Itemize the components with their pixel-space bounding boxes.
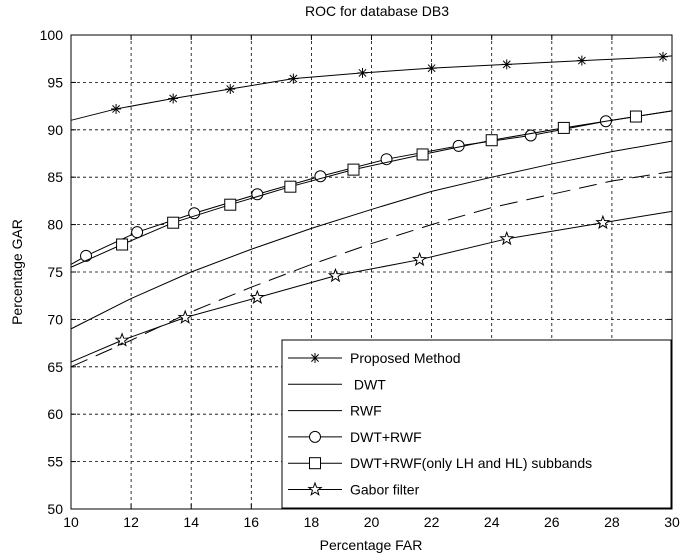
- legend-label: Gabor filter: [350, 482, 420, 498]
- legend-entry: RWF: [288, 403, 382, 419]
- y-tick-label: 85: [47, 169, 63, 185]
- series-3: [70, 171, 673, 368]
- asterisk-marker: [501, 59, 512, 70]
- x-tick-label: 10: [63, 514, 79, 530]
- square-marker: [629, 110, 642, 123]
- y-tick-label: 100: [40, 27, 64, 43]
- asterisk-marker: [357, 67, 368, 78]
- asterisk-marker: [310, 353, 320, 363]
- square-marker: [284, 180, 297, 193]
- y-tick-label: 60: [47, 406, 63, 422]
- star-marker: [412, 251, 428, 267]
- legend-label: RWF: [350, 403, 382, 419]
- asterisk-marker: [576, 55, 587, 66]
- y-tick-label: 95: [47, 74, 63, 90]
- x-tick-label: 30: [664, 514, 680, 530]
- legend-entry: DWT+RWF: [288, 429, 422, 445]
- y-tick-label: 50: [47, 501, 63, 517]
- x-tick-label: 26: [544, 514, 560, 530]
- legend-label: DWT+RWF(only LH and HL) subbands: [350, 455, 592, 471]
- star-marker: [499, 230, 515, 246]
- y-tick-label: 55: [47, 454, 63, 470]
- y-tick-label: 70: [47, 311, 63, 327]
- x-tick-label: 12: [123, 514, 139, 530]
- x-tick-label: 22: [424, 514, 440, 530]
- star-marker: [177, 309, 193, 324]
- legend-entry: Proposed Method: [288, 350, 461, 366]
- y-tick-label: 80: [47, 217, 63, 233]
- legend-label: DWT+RWF: [350, 429, 422, 445]
- asterisk-marker: [657, 51, 668, 62]
- legend-box: [281, 339, 672, 509]
- legend-entry: DWT: [288, 376, 386, 392]
- y-tick-label: 90: [47, 122, 63, 138]
- asterisk-marker: [426, 63, 437, 74]
- y-tick-label: 75: [47, 264, 63, 280]
- axis-ticks: 10 12 14 16 18 20 22 24 26 28 30 50 55 60 65 70 75 80 85 90…: [40, 27, 680, 530]
- series-group: [70, 51, 673, 368]
- circle-marker: [524, 129, 537, 142]
- series-2: [70, 140, 673, 330]
- star-marker: [307, 481, 323, 496]
- square-marker: [309, 457, 321, 470]
- star-marker: [114, 332, 130, 347]
- square-marker: [167, 216, 180, 229]
- legend-label: DWT: [350, 376, 386, 392]
- series-line: [70, 171, 673, 368]
- circle-marker: [80, 249, 93, 262]
- legend: Proposed Method DWT RWF DWT+RWF DWT+RWF(onl…: [281, 339, 672, 509]
- square-marker: [224, 198, 237, 211]
- legend-entries: Proposed Method DWT RWF DWT+RWF DWT+RWF(onl…: [288, 350, 592, 498]
- series-line: [70, 140, 673, 330]
- asterisk-marker: [111, 103, 122, 114]
- x-tick-label: 18: [304, 514, 320, 530]
- legend-entry: DWT+RWF(only LH and HL) subbands: [288, 455, 592, 471]
- legend-label: Proposed Method: [350, 350, 461, 366]
- series-5: [70, 110, 673, 268]
- asterisk-marker: [288, 73, 299, 84]
- y-axis-label: Percentage GAR: [9, 219, 25, 325]
- square-marker: [116, 238, 129, 251]
- square-marker: [347, 163, 360, 176]
- square-marker: [485, 134, 498, 147]
- x-tick-label: 20: [364, 514, 380, 530]
- asterisk-marker: [168, 93, 179, 104]
- star-marker: [249, 289, 265, 305]
- series-1: [70, 51, 673, 121]
- x-tick-label: 14: [183, 514, 199, 530]
- legend-entry: Gabor filter: [288, 482, 420, 498]
- x-tick-label: 16: [244, 514, 260, 530]
- circle-marker: [188, 207, 201, 220]
- y-tick-label: 65: [47, 359, 63, 375]
- chart-title: ROC for database DB3: [305, 3, 449, 19]
- circle-marker: [309, 430, 321, 443]
- square-marker: [557, 121, 570, 134]
- x-tick-label: 24: [484, 514, 500, 530]
- square-marker: [416, 148, 429, 161]
- star-marker: [595, 214, 611, 230]
- x-axis-label: Percentage FAR: [320, 537, 423, 553]
- asterisk-marker: [225, 84, 236, 95]
- series-6: [70, 210, 673, 363]
- star-marker: [327, 267, 343, 283]
- x-tick-label: 28: [604, 514, 620, 530]
